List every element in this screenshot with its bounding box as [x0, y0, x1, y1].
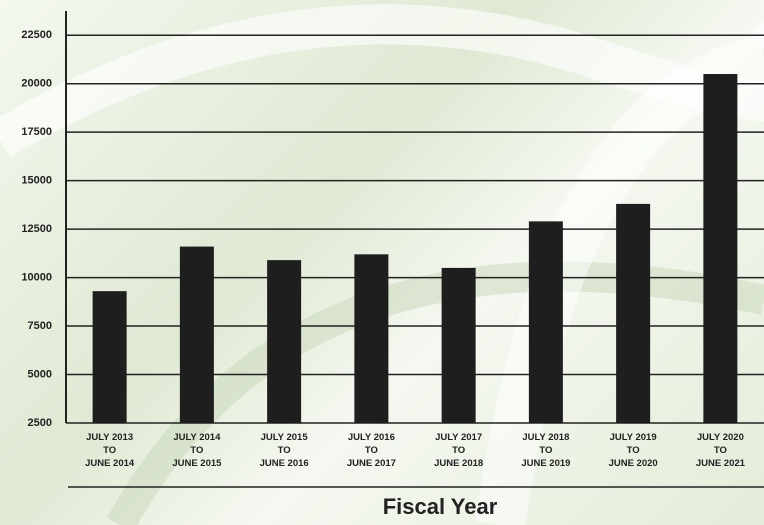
bar: [616, 203, 651, 423]
y-tick-label: 7500: [28, 320, 52, 332]
bar: [267, 260, 302, 423]
y-tick-label: 2500: [28, 417, 52, 429]
bar: [179, 246, 214, 423]
x-tick-label: JULY 2016 TO JUNE 2017: [346, 432, 396, 469]
x-tick-label: JULY 2019 TO JUNE 2020: [608, 432, 658, 469]
y-tick-label: 12500: [21, 223, 52, 235]
y-tick-label: 22500: [21, 29, 52, 41]
y-tick-label: 17500: [21, 126, 52, 138]
x-tick-label: JULY 2018 TO JUNE 2019: [521, 432, 571, 469]
x-tick-label: JULY 2014 TO JUNE 2015: [172, 432, 222, 469]
bar: [441, 267, 476, 423]
y-tick-label: 5000: [28, 368, 52, 380]
y-tick-label: 10000: [21, 271, 52, 283]
x-tick-label: JULY 2013 TO JUNE 2014: [85, 432, 135, 469]
y-tick-label: 15000: [21, 175, 52, 187]
bar: [703, 74, 738, 423]
bar: [528, 221, 563, 423]
x-tick-label: JULY 2015 TO JUNE 2016: [259, 432, 309, 469]
x-tick-label: JULY 2017 TO JUNE 2018: [434, 432, 484, 469]
bar: [354, 254, 389, 423]
x-tick-label: JULY 2020 TO JUNE 2021: [695, 432, 745, 469]
background-swirl: [0, 4, 764, 158]
x-axis-title: Fiscal Year: [382, 494, 498, 519]
bar: [92, 291, 127, 423]
y-tick-label: 20000: [21, 78, 52, 90]
